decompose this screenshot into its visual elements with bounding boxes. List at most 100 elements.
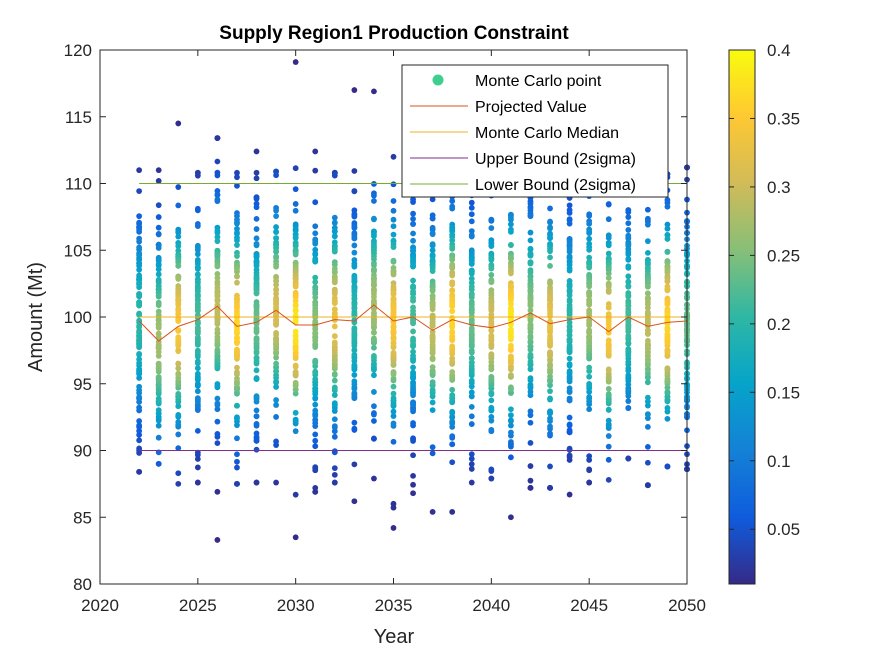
scatter-point	[371, 344, 377, 351]
scatter-point	[527, 375, 534, 382]
scatter-point	[331, 400, 338, 407]
scatter-point	[410, 369, 416, 376]
scatter-point	[292, 283, 299, 290]
scatter-point	[136, 445, 143, 452]
scatter-point	[351, 188, 358, 195]
scatter-point	[605, 433, 612, 439]
scatter-point	[273, 397, 279, 403]
scatter-point	[429, 215, 436, 222]
scatter-point	[566, 368, 573, 375]
scatter-point	[508, 242, 514, 249]
scatter-point	[410, 348, 416, 355]
scatter-point	[527, 333, 534, 340]
scatter-point	[410, 297, 416, 304]
scatter-point	[390, 231, 397, 238]
scatter-point	[508, 255, 514, 262]
scatter-point	[625, 214, 632, 220]
scatter-point	[429, 379, 436, 386]
scatter-point	[136, 350, 143, 357]
scatter-point	[234, 169, 240, 176]
scatter-point	[488, 225, 495, 231]
scatter-point	[410, 210, 416, 217]
colorbar-tick-label: 0.4	[767, 41, 791, 60]
scatter-point	[625, 365, 632, 372]
scatter-point	[155, 271, 162, 278]
scatter-point	[253, 354, 260, 361]
scatter-point	[468, 199, 475, 206]
scatter-point	[312, 407, 319, 414]
scatter-point	[429, 242, 436, 249]
scatter-point	[175, 431, 182, 438]
scatter-point	[136, 284, 143, 291]
scatter-point	[547, 463, 553, 470]
scatter-point	[468, 211, 475, 218]
scatter-point	[449, 433, 456, 440]
scatter-point	[488, 413, 495, 420]
scatter-point	[625, 251, 632, 258]
scatter-point	[605, 366, 612, 373]
scatter-point	[390, 207, 397, 214]
scatter-point	[292, 308, 299, 314]
y-tick-label: 105	[64, 241, 92, 260]
scatter-point	[331, 339, 338, 346]
scatter-point	[234, 435, 240, 442]
scatter-point	[371, 418, 377, 424]
scatter-point	[566, 491, 573, 498]
scatter-point	[253, 215, 260, 222]
scatter-point	[488, 257, 495, 263]
legend-label: Monte Carlo Median	[475, 125, 619, 142]
scatter-point	[371, 310, 377, 316]
scatter-point	[194, 449, 201, 456]
y-tick-label: 100	[64, 308, 92, 327]
scatter-point	[351, 168, 358, 174]
scatter-point	[331, 248, 338, 255]
scatter-point	[194, 207, 201, 214]
scatter-point	[664, 405, 671, 411]
scatter-point	[194, 427, 201, 434]
scatter-point	[429, 196, 436, 203]
scatter-point	[664, 278, 671, 285]
scatter-point	[371, 329, 377, 336]
scatter-point	[586, 406, 593, 413]
scatter-point	[410, 399, 416, 406]
scatter-point	[390, 223, 397, 230]
scatter-point	[508, 422, 514, 429]
scatter-point	[214, 418, 221, 425]
scatter-point	[292, 165, 299, 172]
scatter-point	[292, 416, 299, 423]
x-axis-label: Year	[374, 626, 415, 648]
x-tick-label: 2040	[472, 596, 510, 615]
scatter-point	[547, 235, 553, 242]
scatter-point	[273, 330, 279, 336]
scatter-point	[175, 470, 182, 477]
scatter-point	[390, 438, 397, 445]
scatter-point	[566, 355, 573, 362]
scatter-point	[214, 172, 221, 179]
scatter-point	[410, 481, 416, 488]
scatter-point	[194, 395, 201, 402]
scatter-point	[664, 325, 671, 331]
scatter-point	[410, 199, 416, 205]
scatter-point	[136, 213, 143, 220]
scatter-point	[136, 418, 143, 424]
scatter-point	[253, 420, 260, 427]
scatter-point	[175, 360, 182, 367]
scatter-point	[468, 233, 475, 240]
scatter-point	[664, 388, 671, 395]
scatter-point	[155, 245, 162, 251]
scatter-point	[449, 308, 456, 315]
scatter-point	[351, 225, 358, 231]
scatter-point	[214, 381, 221, 387]
scatter-point	[566, 336, 573, 343]
scatter-point	[508, 221, 514, 228]
scatter-point	[527, 463, 534, 469]
scatter-point	[449, 509, 456, 515]
scatter-point	[194, 358, 201, 365]
scatter-point	[547, 373, 553, 380]
scatter-point	[644, 379, 651, 386]
scatter-points	[136, 59, 690, 543]
scatter-point	[312, 199, 319, 206]
scatter-point	[234, 464, 240, 471]
scatter-point	[605, 385, 612, 392]
scatter-point	[331, 261, 338, 268]
